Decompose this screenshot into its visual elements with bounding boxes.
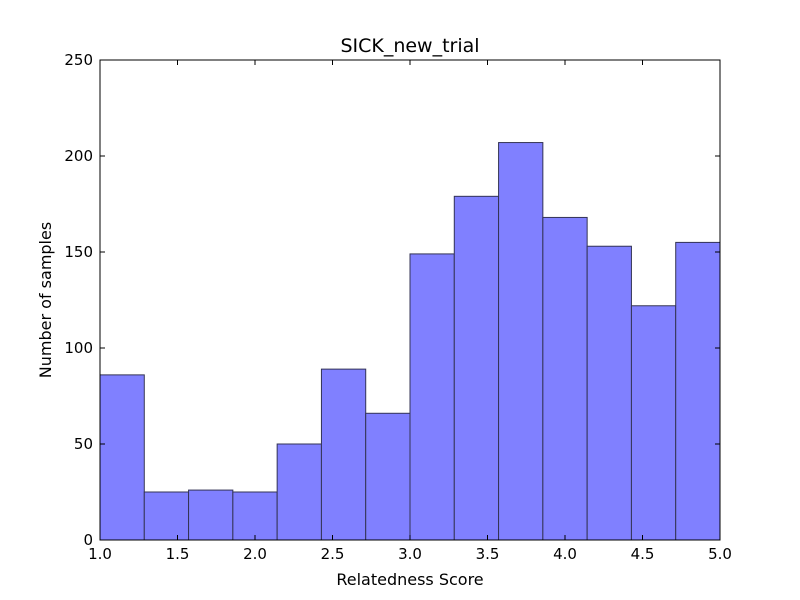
histogram-bar-9 — [453, 195, 500, 541]
x-tick-label: 1.0 — [88, 545, 112, 563]
x-tick-label: 2.5 — [321, 545, 345, 563]
chart-title: SICK_new_trial — [340, 35, 479, 57]
x-tick-label: 1.5 — [166, 545, 190, 563]
histogram-bars — [99, 142, 721, 541]
histogram-bar-6 — [320, 368, 367, 541]
x-tick-label: 3.5 — [476, 545, 500, 563]
y-tick-label: 150 — [64, 243, 93, 261]
x-tick-label: 4.5 — [631, 545, 655, 563]
x-axis-label: Relatedness Score — [336, 570, 483, 589]
histogram-bar-4 — [232, 491, 278, 541]
histogram-bar-12 — [586, 245, 632, 541]
y-axis-label: Number of samples — [36, 222, 55, 378]
plot-frame — [99, 59, 721, 541]
y-tick-label: 50 — [74, 435, 93, 453]
histogram-bar-13 — [630, 305, 677, 541]
x-tick-label: 5.0 — [708, 545, 732, 563]
x-tick-label: 3.0 — [398, 545, 422, 563]
histogram-bar-3 — [188, 489, 234, 541]
histogram-bar-14 — [675, 241, 721, 541]
x-tick-label: 2.0 — [243, 545, 267, 563]
y-tick-label: 0 — [83, 531, 93, 549]
histogram-bar-11 — [542, 216, 588, 541]
axis-ticks: 1.0 1.5 2.0 2.5 3.0 3.5 4.0 4.5 5.0 0 50 100 150 200 2… — [64, 51, 732, 563]
histogram-bar-5 — [276, 443, 322, 541]
histogram-bar-1 — [99, 374, 145, 541]
histogram-bar-8 — [409, 253, 455, 541]
histogram-bar-7 — [365, 412, 411, 541]
x-tick-label: 4.0 — [553, 545, 577, 563]
y-tick-label: 100 — [64, 339, 93, 357]
histogram-bar-2 — [143, 491, 190, 541]
y-tick-label: 200 — [64, 147, 93, 165]
y-tick-label: 250 — [64, 51, 93, 69]
histogram-bar-10 — [498, 142, 544, 541]
